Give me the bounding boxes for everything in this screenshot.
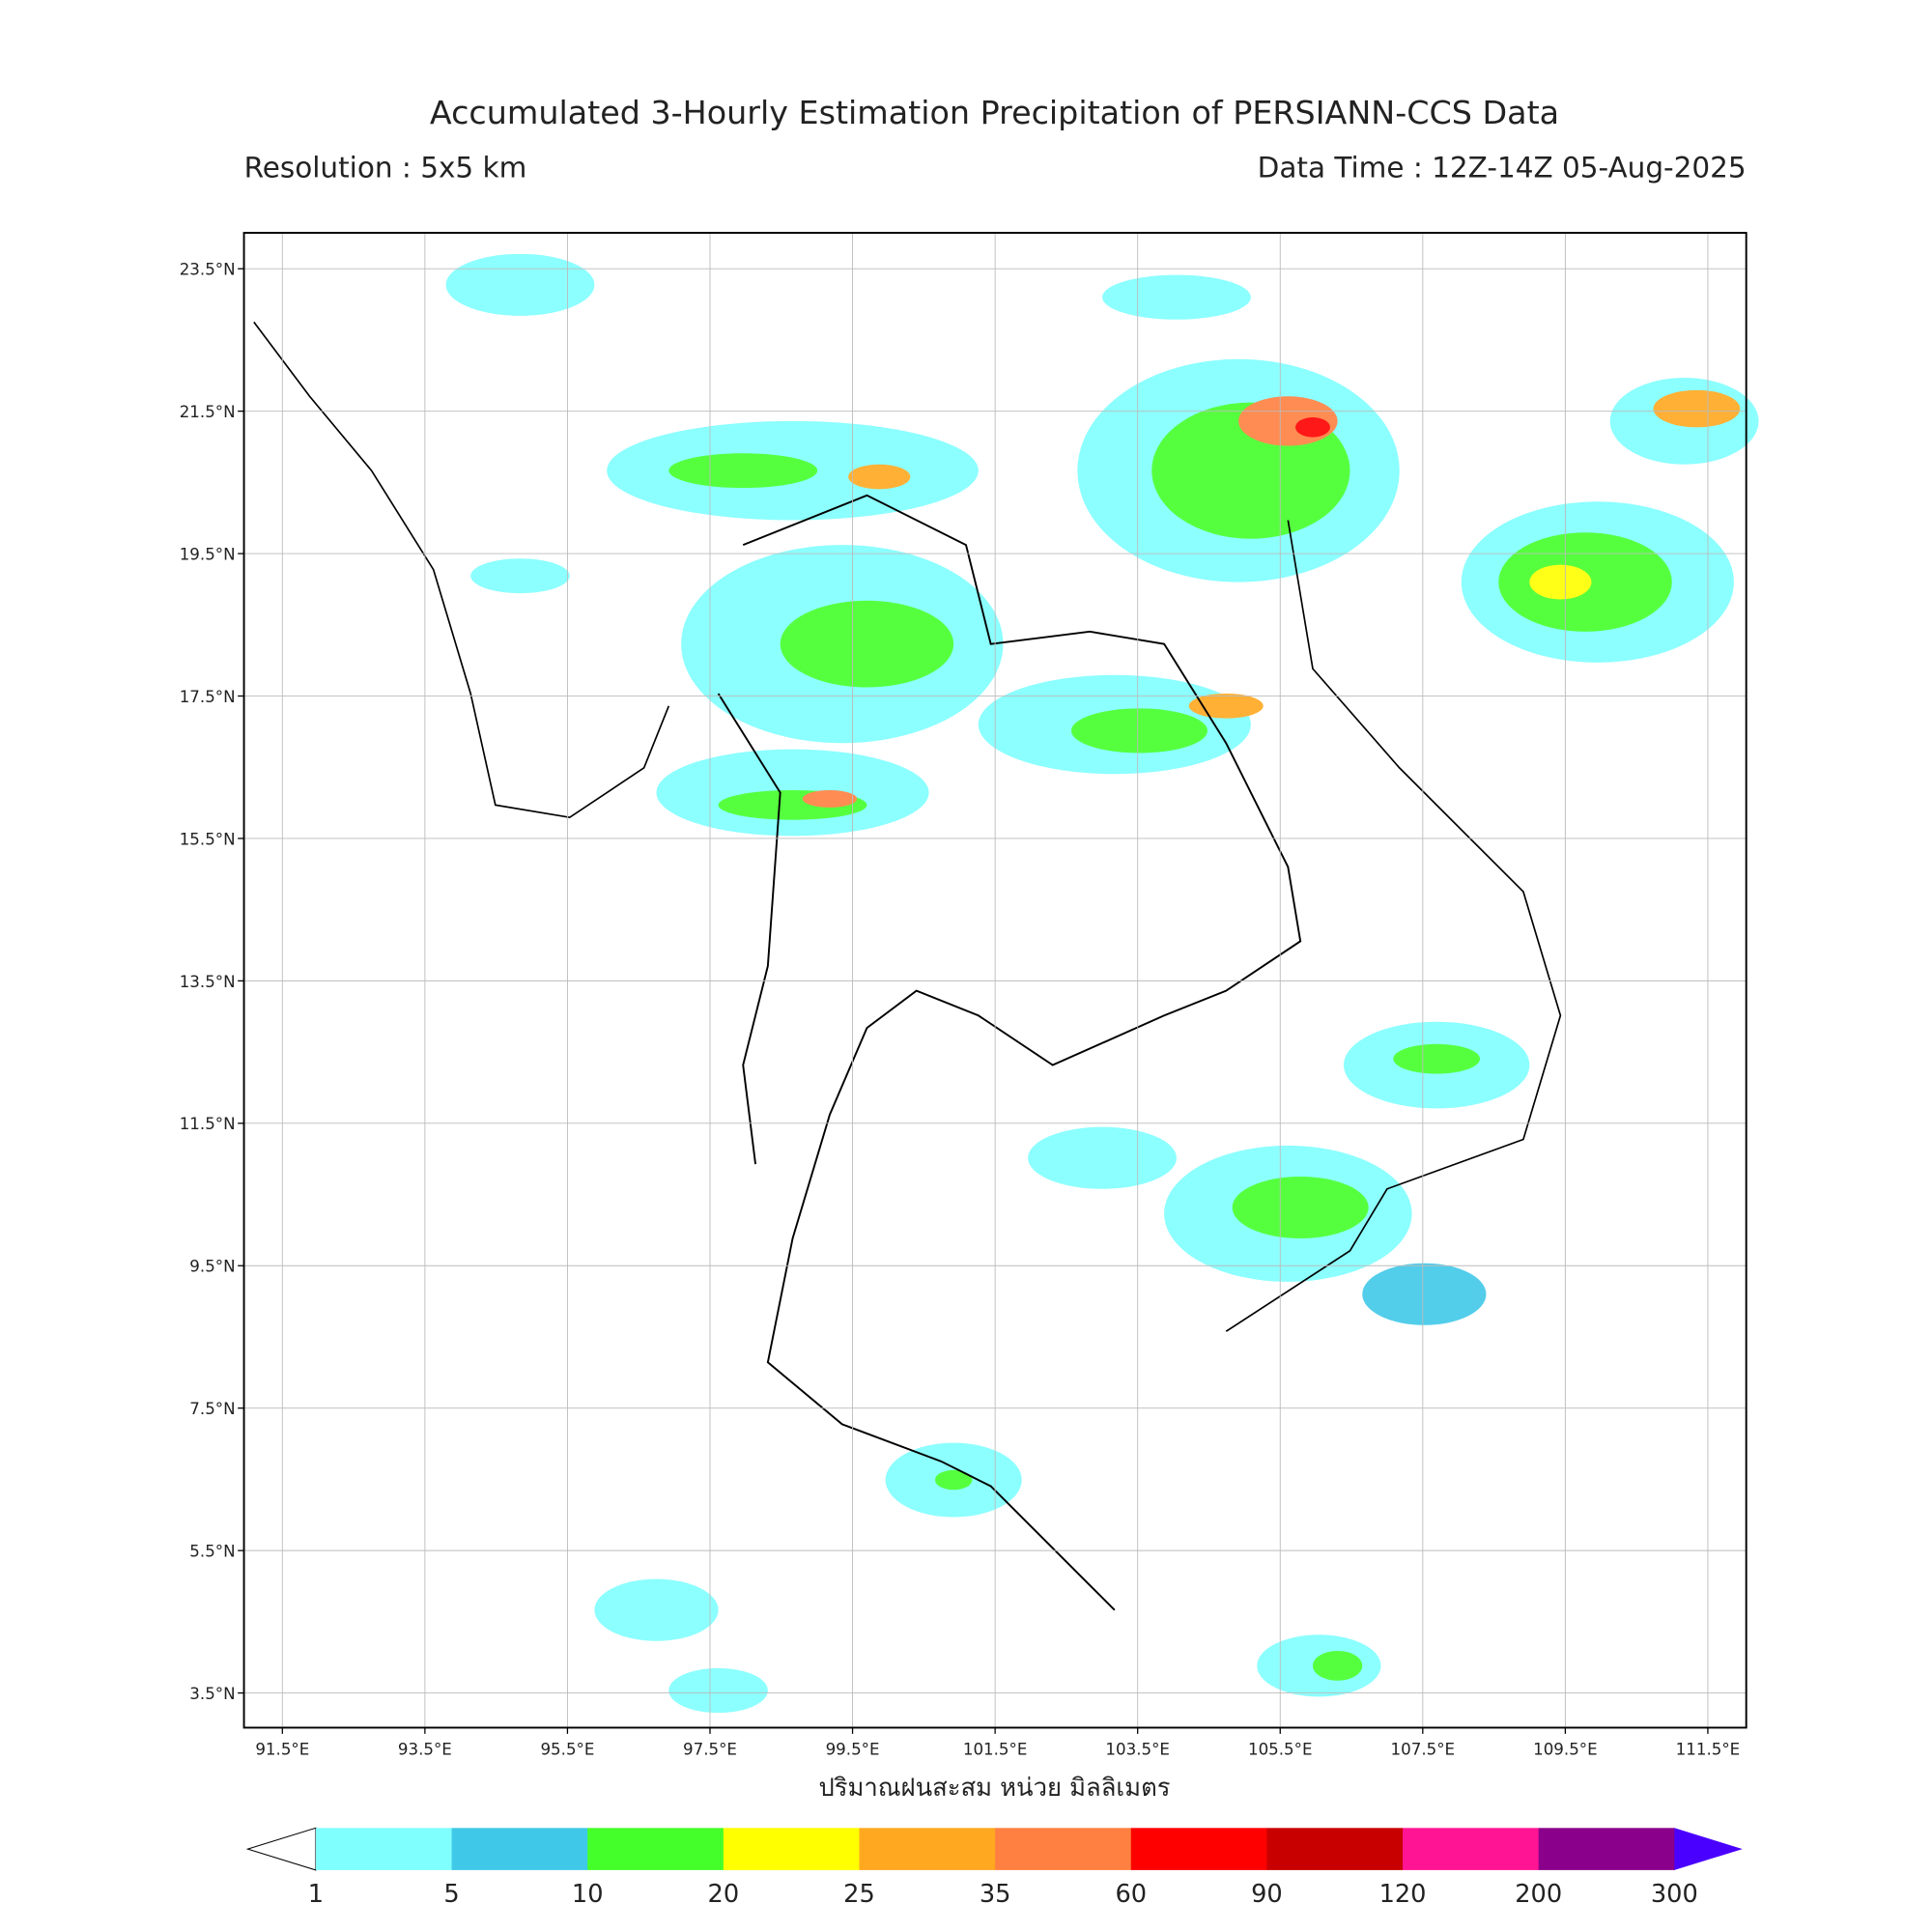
lon-tick-label: 107.5°E xyxy=(1391,1741,1456,1759)
title: Accumulated 3-Hourly Estimation Precipit… xyxy=(430,94,1559,131)
lat-tick-label: 11.5°N xyxy=(180,1115,236,1133)
lon-tick-label: 109.5°E xyxy=(1533,1741,1598,1759)
colorbar-segment xyxy=(995,1828,1132,1870)
colorbar-tick-label: 10 xyxy=(572,1880,604,1909)
subtitle-right: Data Time : 12Z-14Z 05-Aug-2025 xyxy=(1258,151,1747,184)
lon-tick-label: 105.5°E xyxy=(1248,1741,1313,1759)
lon-tick-label: 93.5°E xyxy=(398,1741,452,1759)
coastline xyxy=(717,494,1302,1611)
colorbar-label: ปริมาณฝนสะสม หน่วย มิลลิเมตร xyxy=(818,1774,1170,1803)
colorbar-tick-label: 300 xyxy=(1651,1880,1698,1909)
lon-tick-label: 95.5°E xyxy=(540,1741,594,1759)
lat-tick-label: 7.5°N xyxy=(189,1400,235,1418)
colorbar-segment xyxy=(723,1828,861,1870)
colorbar-tick-label: 200 xyxy=(1515,1880,1562,1909)
colorbar-under xyxy=(245,1827,317,1871)
colorbar-segment xyxy=(451,1828,588,1870)
colorbar-segment xyxy=(859,1828,996,1870)
lon-tick-label: 103.5°E xyxy=(1105,1741,1170,1759)
lat-tick-label: 15.5°N xyxy=(180,830,236,848)
lat-tick-label: 19.5°N xyxy=(180,545,236,563)
colorbar-tick-label: 60 xyxy=(1115,1880,1147,1909)
colorbar-tick-label: 25 xyxy=(843,1880,875,1909)
colorbar-tick-label: 35 xyxy=(980,1880,1011,1909)
lon-tick-label: 91.5°E xyxy=(255,1741,309,1759)
coastline xyxy=(253,321,1562,1332)
colorbar-segment xyxy=(1403,1828,1540,1870)
colorbar-tick-label: 120 xyxy=(1379,1880,1427,1909)
lat-tick-label: 13.5°N xyxy=(180,973,236,991)
lat-tick-label: 23.5°N xyxy=(180,261,236,279)
colorbar-tick-label: 5 xyxy=(443,1880,459,1909)
map-frame xyxy=(242,232,1747,1729)
lon-tick-label: 111.5°E xyxy=(1676,1741,1741,1759)
colorbar-segment xyxy=(587,1828,724,1870)
colorbar-segment xyxy=(315,1828,453,1870)
colorbar-tick-label: 20 xyxy=(708,1880,740,1909)
colorbar-segment xyxy=(1130,1828,1268,1870)
colorbar-segment xyxy=(1266,1828,1404,1870)
graticule: 91.5°E 93.5°E 95.5°E 97.5°E 99.5°E 101.5°E 103… xyxy=(180,233,1747,1759)
lat-tick-label: 5.5°N xyxy=(189,1543,235,1561)
lon-tick-label: 99.5°E xyxy=(826,1741,880,1759)
precipitation-field xyxy=(445,253,1759,1714)
colorbar-tick-label: 90 xyxy=(1251,1880,1283,1909)
subtitle-left: Resolution : 5x5 km xyxy=(244,151,527,184)
colorbar-over xyxy=(1674,1828,1743,1870)
lon-tick-label: 97.5°E xyxy=(683,1741,737,1759)
colorbar-tick-label: 1 xyxy=(308,1880,324,1909)
lat-tick-label: 17.5°N xyxy=(180,688,236,706)
colorbar-segment xyxy=(1538,1828,1675,1870)
lat-tick-label: 3.5°N xyxy=(189,1685,235,1703)
lon-tick-label: 101.5°E xyxy=(963,1741,1028,1759)
lat-tick-label: 9.5°N xyxy=(189,1258,235,1276)
map-area: 91.5°E 93.5°E 95.5°E 97.5°E 99.5°E 101.5°E 103… xyxy=(180,232,1759,1759)
colorbar: 1 5 10 20 25 35 60 90 120 200 300 xyxy=(245,1827,1743,1909)
lat-tick-label: 21.5°N xyxy=(180,403,236,421)
